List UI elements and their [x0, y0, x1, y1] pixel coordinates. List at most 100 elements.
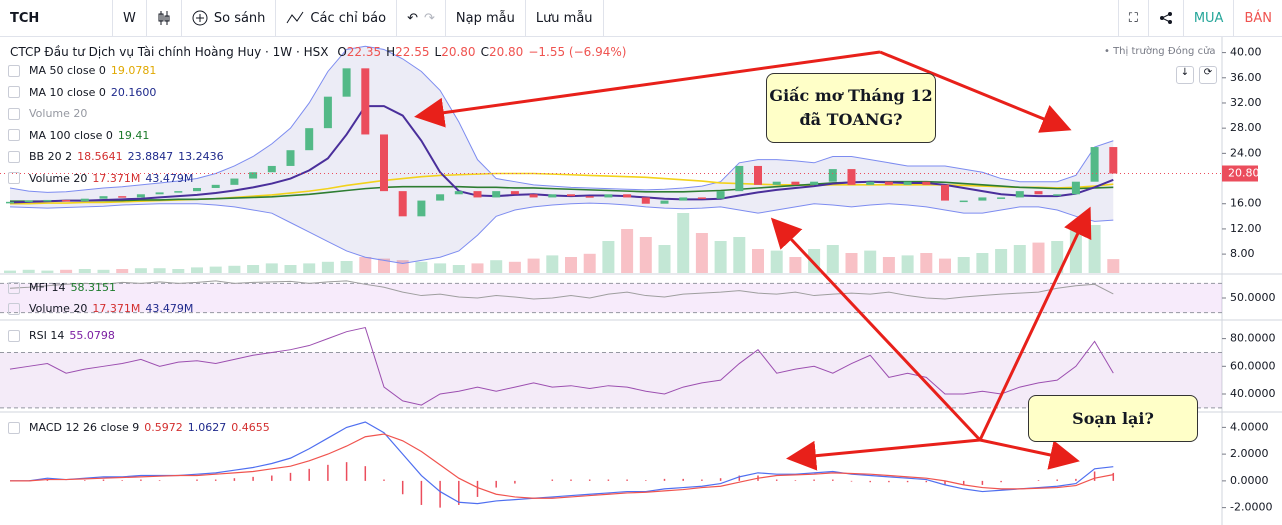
y-tick-label: 8.00: [1230, 247, 1255, 260]
candle: [510, 191, 519, 195]
candle: [454, 191, 463, 195]
compare[interactable]: So sánh: [182, 0, 277, 37]
save[interactable]: Lưu mẫu: [526, 0, 604, 37]
legend-name: Volume 20: [29, 107, 88, 120]
ohlc-value: 22.55: [395, 45, 430, 59]
candle: [997, 197, 1006, 199]
ohlc-key: H: [386, 45, 396, 59]
ohlc-value: 20.80: [488, 45, 524, 59]
reset-button[interactable]: ⟳: [1199, 66, 1217, 84]
y-tick-label: 32.00: [1230, 96, 1262, 109]
candle: [959, 200, 968, 203]
candle: [24, 200, 33, 203]
toggle-box: [8, 421, 20, 434]
arrow: [770, 217, 982, 442]
y-tick-label: 2.0000: [1230, 447, 1269, 460]
volume-bar: [1013, 245, 1026, 273]
candle: [118, 196, 127, 198]
candle: [1015, 191, 1024, 198]
y-tick-label: 28.00: [1230, 121, 1262, 134]
volume-bar: [191, 267, 203, 273]
buy[interactable]: MUA: [1184, 0, 1235, 37]
volume-bar: [78, 269, 91, 273]
scroll-button[interactable]: ↓: [1176, 66, 1194, 84]
candle: [174, 191, 183, 193]
candle: [1090, 147, 1099, 182]
volume-bar: [957, 257, 970, 273]
candle: [922, 181, 931, 185]
volume-bar: [209, 266, 222, 273]
legend-row: MA 100 close 0 19.41: [8, 129, 149, 142]
chart: 40.00 36.00 32.00 28.00 24.00 16.00 12.00 8.00 2…: [0, 37, 1282, 525]
volume-bar: [60, 269, 73, 273]
line: [10, 433, 1114, 499]
candle: [529, 194, 538, 198]
volume-bar: [340, 261, 353, 273]
candle: [230, 178, 239, 185]
candle: [1053, 194, 1062, 196]
toggle-box: [8, 329, 20, 342]
header: CTCP Đầu tư Dịch vụ Tài chính Hoàng Huy …: [10, 45, 626, 59]
legend-row: Volume 20 17.371M 43.479M: [8, 302, 193, 315]
legend-name: BB 20 2: [29, 150, 73, 163]
candle: [249, 172, 258, 179]
ohlc-key: C: [480, 45, 489, 59]
toolbar: TCH W So sánh Các chỉ báo ↶ ↷ Nạp mẫu Lưu…: [0, 0, 1282, 37]
share[interactable]: [1149, 0, 1184, 37]
indicators[interactable]: Các chỉ báo: [276, 0, 398, 37]
candle: [1034, 191, 1043, 195]
legend-row: RSI 14 55.0798: [8, 329, 115, 342]
legend-row: BB 20 2 18.5641 23.8847 13.2436: [8, 150, 224, 163]
candle: [716, 191, 725, 199]
chart-style[interactable]: [147, 0, 182, 37]
candle: [978, 197, 987, 201]
load[interactable]: Nạp mẫu: [446, 0, 526, 37]
interval[interactable]: W: [113, 0, 147, 37]
candle: [80, 198, 89, 202]
y-tick-label: 40.0000: [1230, 387, 1276, 400]
legend-value: 0.5972: [144, 421, 183, 434]
volume-bar: [658, 245, 671, 273]
candle: [623, 194, 632, 198]
sell[interactable]: BÁN: [1244, 10, 1272, 26]
candle: [548, 194, 557, 198]
volume-bar: [247, 265, 260, 273]
symbol[interactable]: TCH: [0, 0, 113, 37]
y-tick-label: 16.00: [1230, 197, 1262, 210]
candle: [772, 181, 781, 185]
line: [9, 202, 1114, 265]
candle: [43, 199, 52, 202]
legend-row: MFI 14 58.3151: [8, 281, 116, 294]
candle: [286, 150, 295, 166]
candle: [567, 194, 575, 197]
volume-bar: [1107, 259, 1120, 273]
fullscreen[interactable]: ⛶: [1117, 0, 1149, 37]
candle: [754, 165, 762, 185]
indicators-label: Các chỉ báo: [310, 10, 387, 26]
volume-bar: [303, 263, 316, 273]
legend-name: Volume 20: [29, 171, 88, 185]
legend-value: 43.479M: [145, 171, 194, 185]
undo-redo[interactable]: ↶ ↷: [397, 0, 446, 37]
ohlc-value: 20.80: [441, 45, 476, 59]
volume-bar: [901, 255, 914, 273]
y-tick-label: 12.00: [1230, 222, 1262, 235]
legend-value: 19.41: [117, 128, 150, 142]
market-status-text: Thị trường Đóng cửa: [1113, 46, 1216, 57]
candle: [6, 201, 14, 204]
volume-bar: [695, 233, 708, 273]
y-tick-label: 4.0000: [1230, 420, 1269, 433]
volume-bar: [602, 241, 615, 273]
ind-icon: [286, 11, 304, 24]
candle: [305, 128, 314, 151]
volume-bar: [714, 241, 727, 273]
candle: [417, 200, 426, 217]
legend-name: Volume 20: [29, 302, 88, 315]
volume-bar: [228, 265, 241, 273]
candle: [211, 184, 220, 188]
volume-bar: [639, 237, 652, 273]
y-tick-label: 40.00: [1230, 46, 1262, 59]
legend-value: 13.2436: [178, 150, 224, 163]
line: [9, 280, 1114, 300]
